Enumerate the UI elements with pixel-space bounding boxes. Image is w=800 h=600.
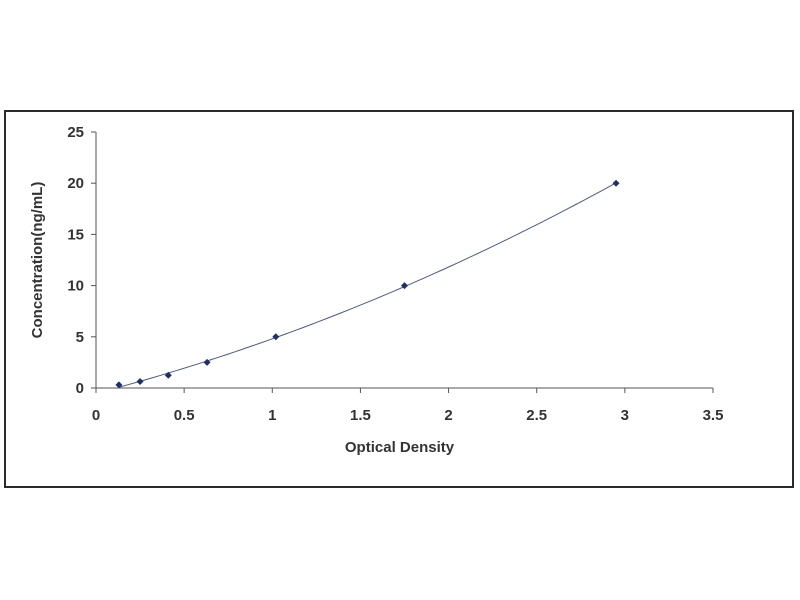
- x-tick-label: 0.5: [174, 407, 195, 424]
- data-point: [136, 378, 144, 386]
- axes: [95, 132, 713, 389]
- x-tick-label: 3: [621, 407, 629, 424]
- x-tick-label: 0: [92, 407, 100, 424]
- y-tick-label: 0: [76, 380, 84, 397]
- y-tick-label: 5: [76, 329, 84, 346]
- y-tick-label: 20: [67, 175, 84, 192]
- y-tick-label: 15: [67, 226, 84, 243]
- data-point: [115, 381, 123, 389]
- y-tick-label: 10: [67, 278, 84, 295]
- x-tick-label: 1.5: [350, 407, 371, 424]
- x-axis-ticks: 0 0.5 1 1.5 2 2.5 3 3.5: [92, 388, 724, 424]
- y-axis-ticks: 0 5 10 15 20 25: [67, 124, 96, 397]
- x-tick-label: 2: [444, 407, 452, 424]
- data-point: [164, 371, 172, 379]
- x-tick-label: 3.5: [703, 407, 724, 424]
- data-point: [612, 179, 620, 187]
- x-tick-label: 1: [268, 407, 276, 424]
- data-point: [272, 333, 280, 341]
- chart-frame: 0 5 10 15 20 25 0 0.5 1 1.5 2 2.5 3 3.5 Optical Dens…: [4, 110, 794, 488]
- x-tick-label: 2.5: [526, 407, 547, 424]
- data-points: [115, 179, 620, 389]
- standard-curve-chart: 0 5 10 15 20 25 0 0.5 1 1.5 2 2.5 3 3.5 Optical Dens…: [29, 124, 724, 456]
- x-axis-title: Optical Density: [345, 439, 455, 456]
- data-point: [203, 358, 211, 366]
- fit-curve: [118, 182, 617, 388]
- y-axis-title: Concentration(ng/mL): [29, 182, 46, 339]
- data-point: [401, 282, 408, 290]
- y-tick-label: 25: [67, 124, 84, 141]
